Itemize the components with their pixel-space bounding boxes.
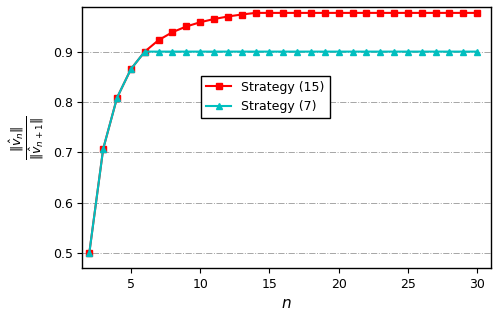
Strategy (15) — [322, 11, 328, 15]
Strategy (7) — [336, 50, 342, 53]
Strategy (15) — [155, 38, 161, 42]
Strategy (15) — [142, 50, 148, 53]
Strategy (15) — [308, 11, 314, 15]
Strategy (7) — [377, 50, 383, 53]
Y-axis label: $\frac{\|\hat{v}_n\|}{\|\hat{v}_{n+1}\|}$: $\frac{\|\hat{v}_n\|}{\|\hat{v}_{n+1}\|}… — [7, 115, 46, 160]
Strategy (7) — [294, 50, 300, 53]
Strategy (15) — [433, 11, 439, 15]
Strategy (7) — [114, 96, 120, 100]
Strategy (15) — [169, 30, 175, 34]
Strategy (7) — [169, 50, 175, 53]
Strategy (7) — [350, 50, 356, 53]
Strategy (7) — [460, 50, 466, 53]
Strategy (15) — [239, 13, 245, 17]
Legend: Strategy (15), Strategy (7): Strategy (15), Strategy (7) — [201, 76, 330, 118]
Strategy (7) — [225, 50, 231, 53]
Strategy (15) — [405, 11, 411, 15]
Strategy (15) — [280, 11, 286, 15]
Strategy (15) — [266, 11, 272, 15]
Line: Strategy (7): Strategy (7) — [86, 48, 481, 256]
Strategy (15) — [350, 11, 356, 15]
Strategy (15) — [128, 67, 134, 71]
Strategy (7) — [280, 50, 286, 53]
Strategy (15) — [460, 11, 466, 15]
Strategy (15) — [211, 17, 217, 21]
Strategy (7) — [364, 50, 370, 53]
Strategy (7) — [474, 50, 480, 53]
Strategy (15) — [86, 251, 92, 255]
Strategy (15) — [225, 15, 231, 18]
Strategy (7) — [322, 50, 328, 53]
Strategy (7) — [419, 50, 425, 53]
Strategy (7) — [197, 50, 203, 53]
Strategy (7) — [155, 50, 161, 53]
Strategy (7) — [86, 251, 92, 255]
Strategy (15) — [183, 24, 189, 28]
Strategy (15) — [100, 147, 106, 151]
Strategy (15) — [114, 96, 120, 100]
Line: Strategy (15): Strategy (15) — [86, 10, 481, 256]
Strategy (15) — [364, 11, 370, 15]
Strategy (15) — [336, 11, 342, 15]
Strategy (7) — [308, 50, 314, 53]
Strategy (7) — [183, 50, 189, 53]
Strategy (7) — [405, 50, 411, 53]
Strategy (7) — [433, 50, 439, 53]
X-axis label: n: n — [282, 296, 291, 311]
Strategy (15) — [419, 11, 425, 15]
Strategy (7) — [447, 50, 453, 53]
Strategy (7) — [391, 50, 397, 53]
Strategy (15) — [294, 11, 300, 15]
Strategy (15) — [377, 11, 383, 15]
Strategy (7) — [100, 147, 106, 151]
Strategy (15) — [391, 11, 397, 15]
Strategy (7) — [252, 50, 258, 53]
Strategy (7) — [266, 50, 272, 53]
Strategy (15) — [252, 11, 258, 15]
Strategy (7) — [142, 50, 148, 53]
Strategy (7) — [239, 50, 245, 53]
Strategy (7) — [211, 50, 217, 53]
Strategy (7) — [128, 67, 134, 71]
Strategy (15) — [197, 20, 203, 24]
Strategy (15) — [474, 11, 480, 15]
Strategy (15) — [447, 11, 453, 15]
